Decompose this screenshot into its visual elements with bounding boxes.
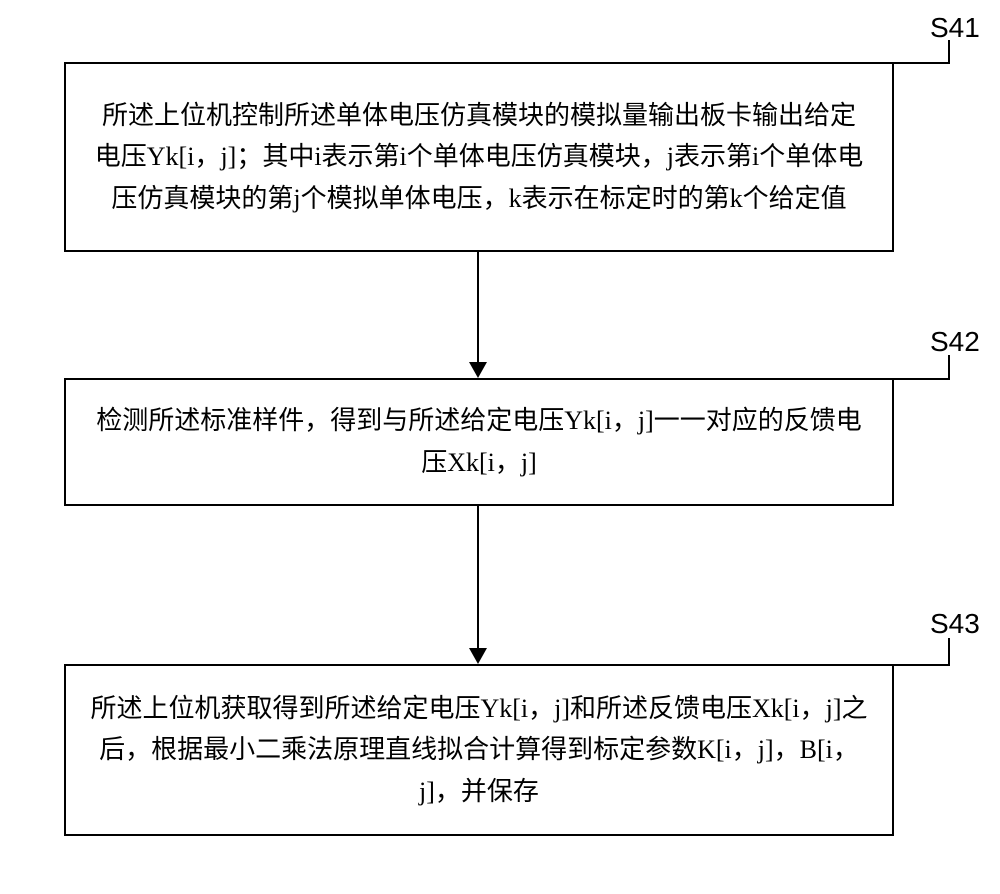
- step-text-s42: 检测所述标准样件，得到与所述给定电压Yk[i，j]一一对应的反馈电压Xk[i，j…: [90, 400, 868, 483]
- step-text-s43: 所述上位机获取得到所述给定电压Yk[i，j]和所述反馈电压Xk[i，j]之后，根…: [90, 688, 868, 813]
- connector-s42-s43: [477, 506, 479, 648]
- step-box-s41: 所述上位机控制所述单体电压仿真模块的模拟量输出板卡输出给定电压Yk[i，j]；其…: [64, 62, 894, 252]
- connector-s41-s42: [477, 252, 479, 362]
- step-text-s41: 所述上位机控制所述单体电压仿真模块的模拟量输出板卡输出给定电压Yk[i，j]；其…: [90, 95, 868, 220]
- leader-h-s43: [894, 664, 950, 666]
- arrow-s42-s43: [469, 648, 487, 664]
- step-label-s43: S43: [930, 608, 980, 640]
- leader-h-s42: [894, 378, 950, 380]
- step-box-s43: 所述上位机获取得到所述给定电压Yk[i，j]和所述反馈电压Xk[i，j]之后，根…: [64, 664, 894, 836]
- flowchart-container: 所述上位机控制所述单体电压仿真模块的模拟量输出板卡输出给定电压Yk[i，j]；其…: [0, 0, 1000, 894]
- step-label-s41: S41: [930, 12, 980, 44]
- step-label-s42: S42: [930, 326, 980, 358]
- arrow-s41-s42: [469, 362, 487, 378]
- step-box-s42: 检测所述标准样件，得到与所述给定电压Yk[i，j]一一对应的反馈电压Xk[i，j…: [64, 378, 894, 506]
- leader-v-s43: [948, 638, 950, 666]
- leader-h-s41: [894, 62, 950, 64]
- leader-v-s42: [948, 355, 950, 380]
